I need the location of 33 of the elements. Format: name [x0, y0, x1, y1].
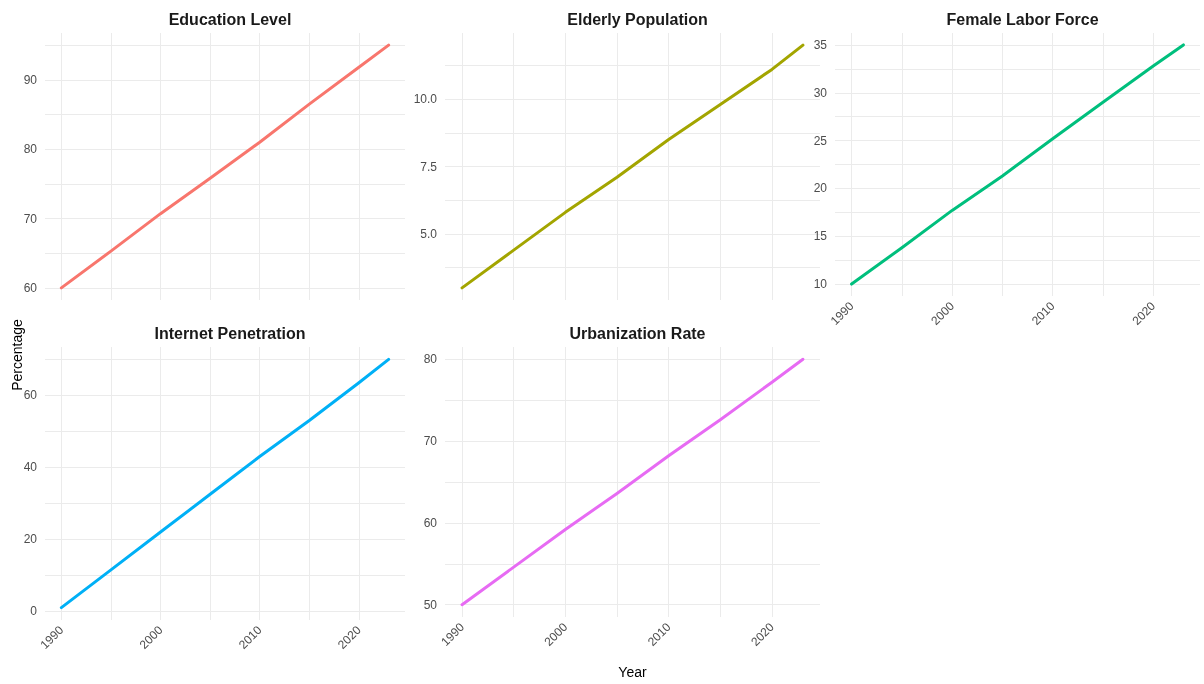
y-tick-label: 60 — [423, 515, 438, 530]
y-tick-label: 35 — [813, 37, 828, 52]
y-tick-label: 60 — [23, 280, 38, 295]
y-tick-label: 80 — [423, 352, 438, 367]
line-series — [59, 357, 391, 610]
y-tick-label: 20 — [23, 532, 38, 547]
y-tick-label: 90 — [23, 72, 38, 87]
line-series — [460, 43, 805, 290]
chart-title: Urbanization Rate — [569, 324, 706, 342]
line-series — [460, 357, 805, 607]
y-tick-label: 10.0 — [413, 92, 438, 107]
line-series — [59, 43, 391, 290]
y-axis-title: Percentage — [9, 319, 25, 391]
y-tick-label: 5.0 — [420, 226, 438, 241]
y-tick-label: 20 — [813, 181, 828, 196]
y-tick-label: 0 — [30, 604, 38, 619]
y-tick-label: 60 — [23, 388, 38, 403]
chart-title: Elderly Population — [567, 10, 708, 28]
y-tick-label: 70 — [23, 211, 38, 226]
y-tick-label: 30 — [813, 85, 828, 100]
x-axis-title: Year — [618, 664, 647, 680]
chart-title: Internet Penetration — [154, 324, 306, 342]
y-tick-label: 15 — [813, 229, 828, 244]
chart-title: Female Labor Force — [946, 10, 1099, 28]
y-tick-label: 80 — [23, 142, 38, 157]
y-tick-label: 50 — [423, 597, 438, 612]
y-tick-label: 7.5 — [420, 159, 438, 174]
chart-title: Education Level — [168, 10, 292, 28]
y-tick-label: 10 — [813, 277, 828, 292]
y-tick-label: 70 — [423, 434, 438, 449]
line-series — [850, 43, 1185, 286]
y-tick-label: 40 — [23, 460, 38, 475]
y-tick-label: 25 — [813, 133, 828, 148]
